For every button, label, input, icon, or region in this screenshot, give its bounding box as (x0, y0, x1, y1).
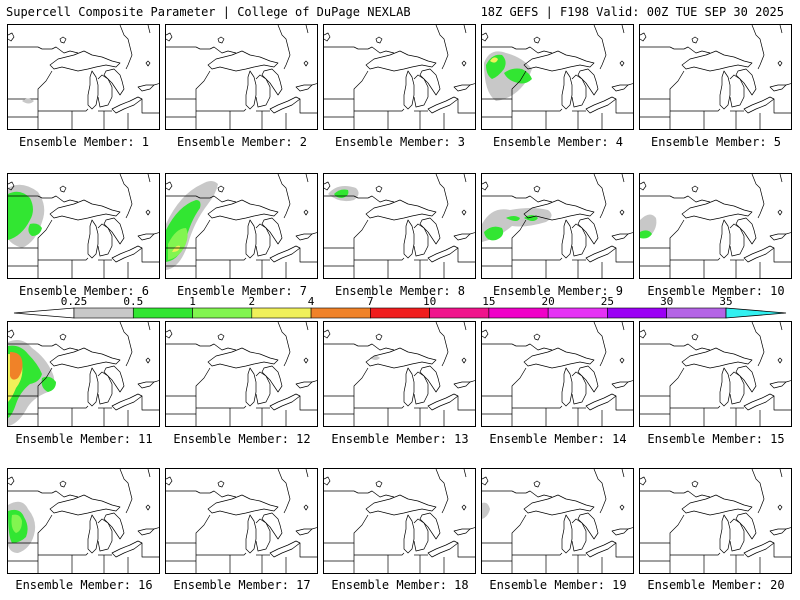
map-panel-8 (323, 173, 476, 279)
member-label-5: Ensemble Member: 5 (650, 135, 782, 149)
member-label-1: Ensemble Member: 1 (18, 135, 150, 149)
scale-segment (607, 307, 667, 319)
map-5 (640, 25, 791, 129)
scale-tick-label: 35 (719, 295, 732, 308)
map-8 (324, 174, 475, 278)
scale-tick-label: 25 (601, 295, 614, 308)
map-panel-4 (481, 24, 634, 130)
map-panel-11 (7, 321, 160, 427)
scale-tick-label: 4 (308, 295, 315, 308)
map-title: Supercell Composite Parameter | College … (6, 5, 411, 19)
map-panel-3 (323, 24, 476, 130)
scale-left-arrow (13, 307, 75, 319)
member-label-7: Ensemble Member: 7 (176, 284, 308, 298)
map-panel-2 (165, 24, 318, 130)
scale-segment (429, 307, 490, 319)
map-panel-12 (165, 321, 318, 427)
scale-tick-label: 2 (248, 295, 255, 308)
map-11 (8, 322, 159, 426)
map-4 (482, 25, 633, 129)
map-10 (640, 174, 791, 278)
scale-tick-label: 0.25 (61, 295, 88, 308)
member-label-13: Ensemble Member: 13 (331, 432, 469, 446)
map-6 (8, 174, 159, 278)
member-label-16: Ensemble Member: 16 (15, 578, 153, 592)
scale-segment (488, 307, 549, 319)
scale-tick-label: 10 (423, 295, 436, 308)
map-panel-16 (7, 468, 160, 574)
member-label-20: Ensemble Member: 20 (647, 578, 785, 592)
map-panel-13 (323, 321, 476, 427)
map-3 (324, 25, 475, 129)
map-1 (8, 25, 159, 129)
map-panel-9 (481, 173, 634, 279)
member-label-14: Ensemble Member: 14 (489, 432, 627, 446)
map-2 (166, 25, 317, 129)
valid-time: 18Z GEFS | F198 Valid: 00Z TUE SEP 30 20… (480, 5, 784, 19)
member-label-19: Ensemble Member: 19 (489, 578, 627, 592)
map-panel-6 (7, 173, 160, 279)
map-20 (640, 469, 791, 573)
member-label-6: Ensemble Member: 6 (18, 284, 150, 298)
color-scale: 0.25 0.5 1 2 4 7 10 15 20 25 30 35 (13, 295, 787, 319)
scale-segment (192, 307, 253, 319)
scale-tick-label: 7 (367, 295, 374, 308)
map-panel-17 (165, 468, 318, 574)
map-panel-5 (639, 24, 792, 130)
scale-segment (370, 307, 430, 319)
scale-right-arrow (725, 307, 787, 319)
member-label-15: Ensemble Member: 15 (647, 432, 785, 446)
member-label-10: Ensemble Member: 10 (647, 284, 785, 298)
scale-tick-label: 15 (482, 295, 495, 308)
member-label-11: Ensemble Member: 11 (15, 432, 153, 446)
scale-tick-label: 30 (660, 295, 673, 308)
member-label-8: Ensemble Member: 8 (334, 284, 466, 298)
scale-segment (132, 307, 193, 319)
scale-tick-label: 1 (189, 295, 196, 308)
scale-segment (547, 307, 608, 319)
map-panel-7 (165, 173, 318, 279)
map-panel-10 (639, 173, 792, 279)
member-label-2: Ensemble Member: 2 (176, 135, 308, 149)
map-panel-18 (323, 468, 476, 574)
map-panel-15 (639, 321, 792, 427)
member-label-17: Ensemble Member: 17 (173, 578, 311, 592)
member-label-12: Ensemble Member: 12 (173, 432, 311, 446)
map-19 (482, 469, 633, 573)
map-16 (8, 469, 159, 573)
map-panel-20 (639, 468, 792, 574)
member-label-3: Ensemble Member: 3 (334, 135, 466, 149)
member-label-4: Ensemble Member: 4 (492, 135, 624, 149)
map-17 (166, 469, 317, 573)
scale-segment (251, 307, 312, 319)
scale-tick-label: 0.5 (123, 295, 143, 308)
map-14 (482, 322, 633, 426)
scale-segment (73, 307, 134, 319)
map-7 (166, 174, 317, 278)
map-panel-1 (7, 24, 160, 130)
map-15 (640, 322, 791, 426)
member-label-9: Ensemble Member: 9 (492, 284, 624, 298)
scale-segment (666, 307, 727, 319)
map-18 (324, 469, 475, 573)
map-12 (166, 322, 317, 426)
map-panel-19 (481, 468, 634, 574)
map-9 (482, 174, 633, 278)
scale-segment (310, 307, 371, 319)
scale-tick-label: 20 (542, 295, 555, 308)
map-panel-14 (481, 321, 634, 427)
map-13 (324, 322, 475, 426)
member-label-18: Ensemble Member: 18 (331, 578, 469, 592)
